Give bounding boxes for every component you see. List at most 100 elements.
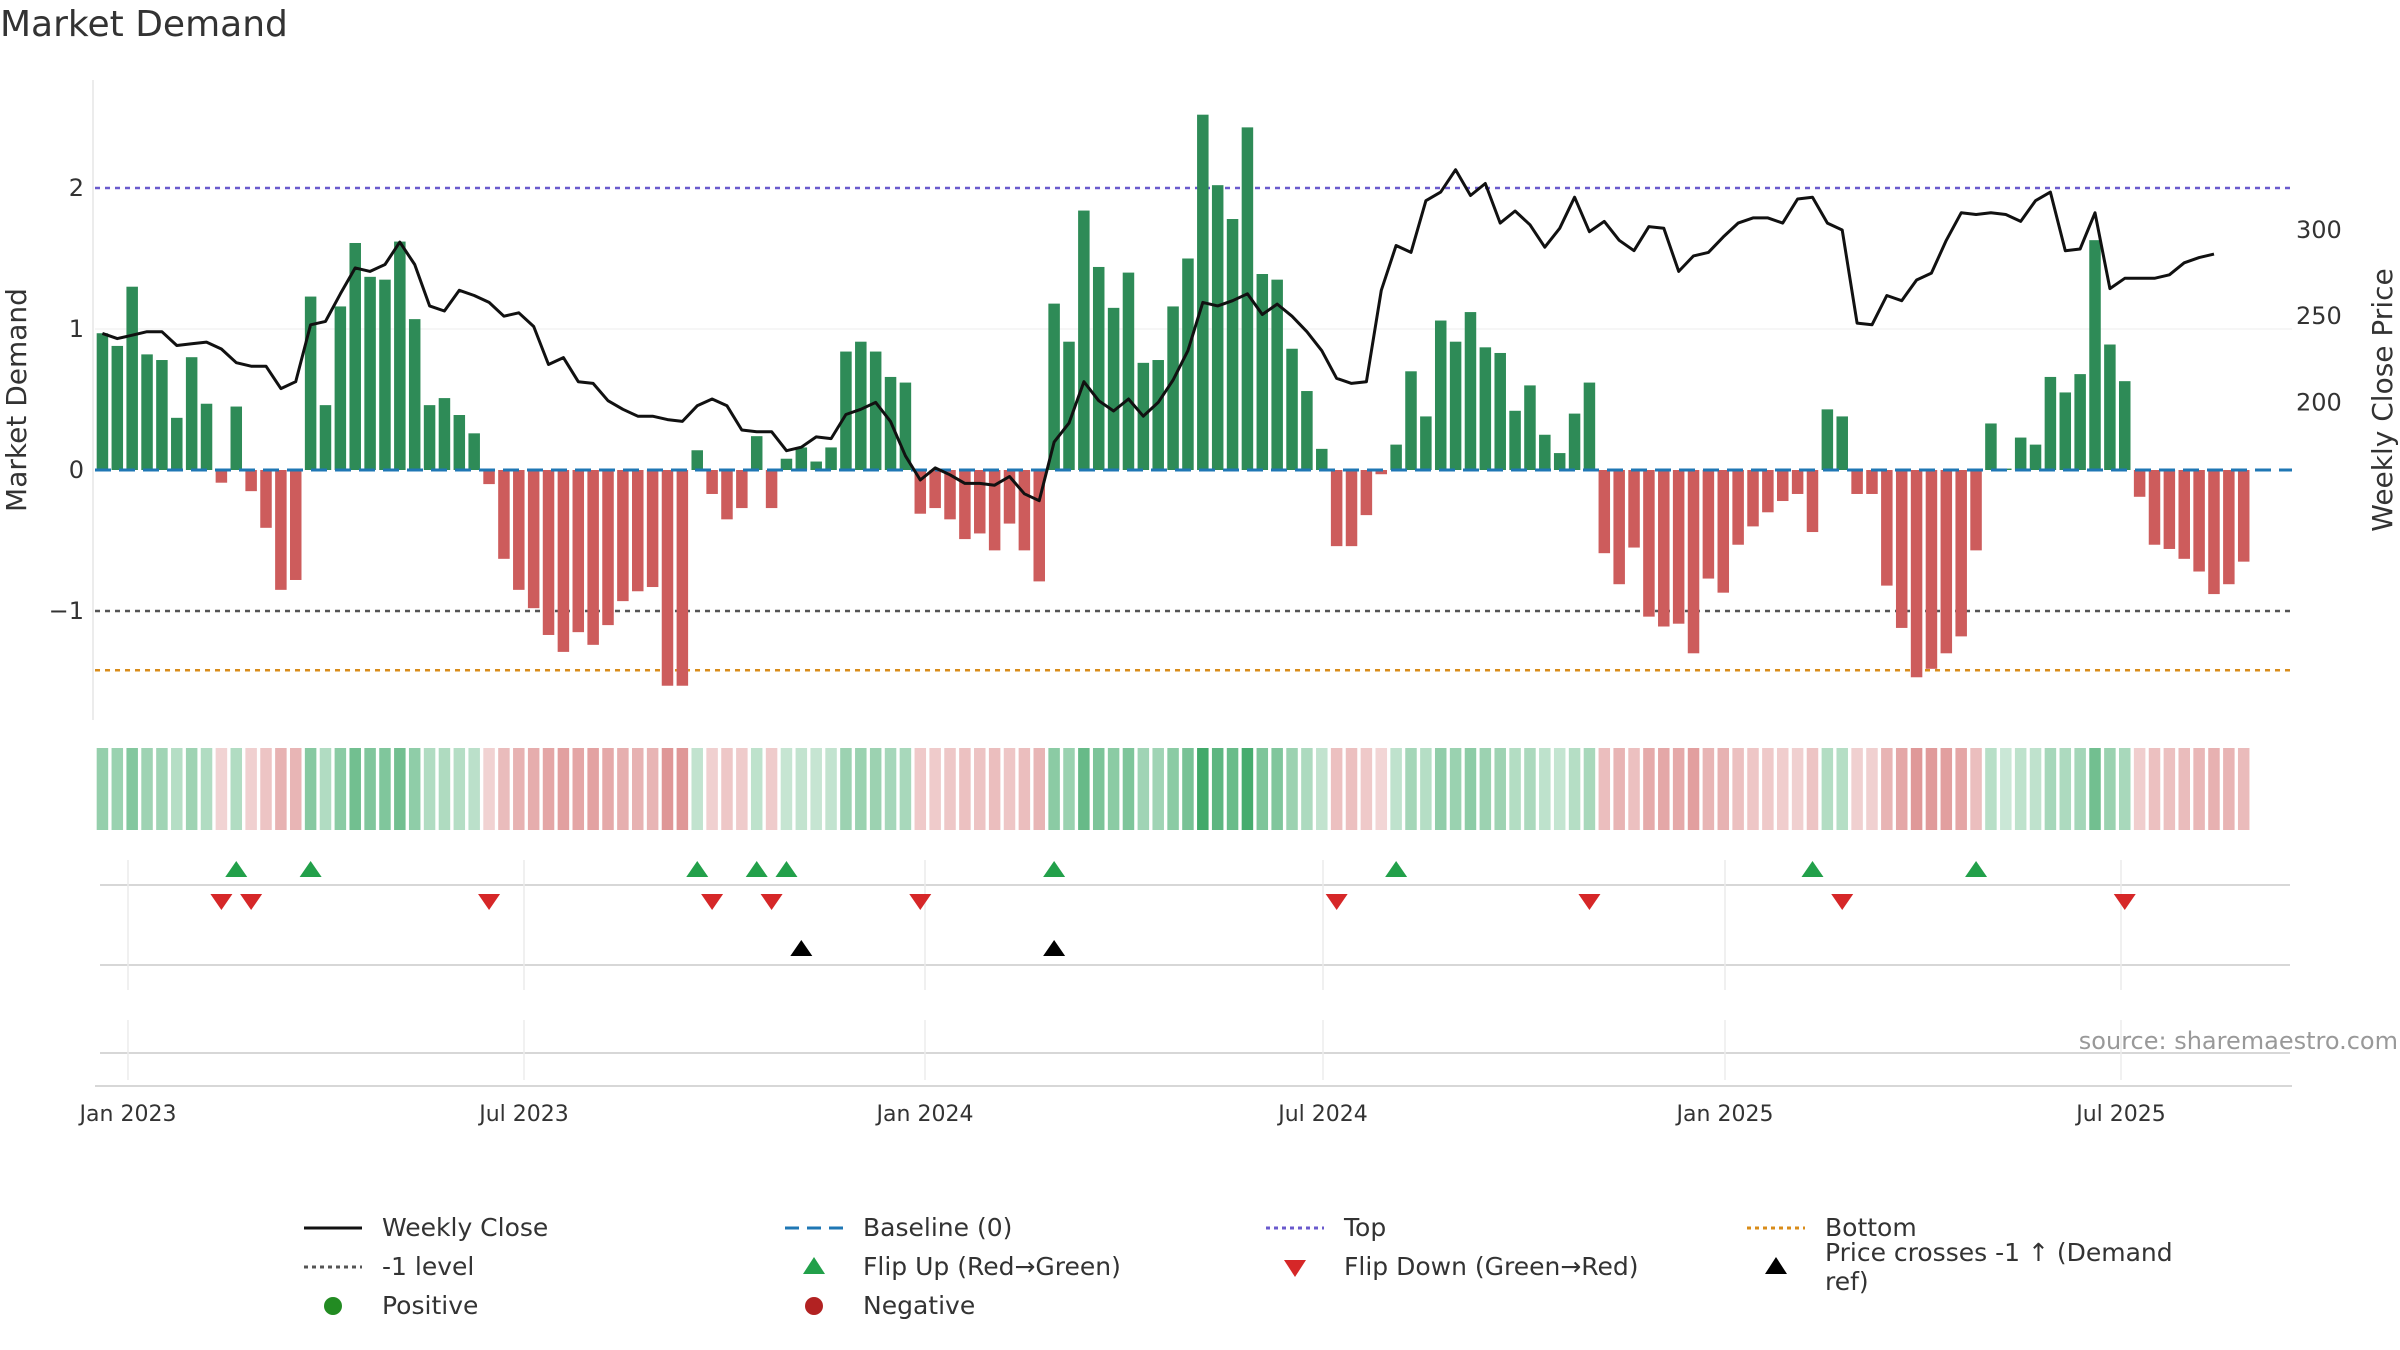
- heat-strip-cell: [780, 748, 793, 830]
- heat-strip-cell: [1509, 748, 1521, 830]
- legend-label: Positive: [382, 1291, 479, 1320]
- heat-strip-cell: [1672, 748, 1685, 830]
- heat-strip-cell: [2208, 748, 2220, 830]
- heat-strip-cell: [1152, 748, 1164, 830]
- heat-strip-cell: [1494, 748, 1506, 830]
- negative-demand-bar: [1033, 470, 1045, 582]
- negative-demand-bar: [1003, 470, 1016, 524]
- heat-strip-cell: [884, 748, 897, 830]
- negative-demand-bar: [289, 470, 302, 580]
- heat-strip-cell: [2223, 748, 2235, 830]
- positive-demand-bar: [855, 341, 867, 470]
- positive-demand-bar: [1390, 444, 1402, 470]
- heat-strip-cell: [438, 748, 451, 830]
- heat-strip-cell: [2237, 748, 2250, 830]
- heat-strip-cell: [1955, 748, 1967, 830]
- heat-strip-cell: [527, 748, 540, 830]
- negative-demand-bar: [1866, 470, 1878, 494]
- heat-strip-cell: [929, 748, 941, 830]
- heat-strip-cell: [126, 748, 138, 830]
- negative-demand-bar: [587, 470, 599, 645]
- negative-demand-bar: [1747, 470, 1759, 527]
- positive-demand-bar: [1256, 274, 1269, 470]
- heat-strip-cell: [1524, 748, 1536, 830]
- positive-demand-bar: [2044, 376, 2057, 470]
- heat-strip-cell: [721, 748, 733, 830]
- heat-strip-cell: [1316, 748, 1328, 830]
- negative-demand-bar: [275, 470, 287, 590]
- heat-strip-cell: [706, 748, 718, 830]
- heat-strip-cell: [275, 748, 287, 830]
- circle-icon: [805, 1296, 823, 1315]
- positive-demand-bar: [899, 382, 912, 470]
- positive-demand-bar: [141, 354, 153, 470]
- positive-demand-bar: [394, 241, 406, 470]
- heat-strip-cell: [1107, 748, 1120, 830]
- heat-strip-cell: [1197, 748, 1209, 830]
- positive-demand-bar: [2074, 374, 2086, 470]
- negative-demand-bar: [1345, 470, 1358, 547]
- heat-strip-cell: [587, 748, 599, 830]
- heat-strip-cell: [171, 748, 183, 830]
- weekly-close-line: [101, 168, 2215, 503]
- heat-strip-cell: [602, 748, 614, 830]
- heat-strip-cell: [200, 748, 213, 830]
- positive-demand-bar: [1479, 347, 1492, 470]
- legend-dotted-icon: [1266, 1226, 1324, 1229]
- x-tick-label: Jul 2023: [477, 1102, 569, 1127]
- heat-strip-cell: [825, 748, 837, 830]
- heat-strip-cell: [765, 748, 778, 830]
- heat-strip-cell: [914, 748, 927, 830]
- positive-demand-bar: [468, 433, 480, 470]
- heat-strip-cell: [2133, 748, 2146, 830]
- negative-demand-bar: [260, 470, 272, 528]
- negative-demand-bar: [215, 470, 228, 483]
- negative-demand-bar: [1851, 470, 1863, 494]
- positive-demand-bar: [423, 405, 436, 470]
- heat-strip-cell: [2089, 748, 2101, 830]
- heat-strip-cell: [1048, 748, 1060, 830]
- heat-strip-cell: [1836, 748, 1848, 830]
- negative-demand-bar: [765, 470, 778, 509]
- heat-strip-cell: [1434, 748, 1447, 830]
- heat-strip-cell: [498, 748, 510, 830]
- positive-demand-bar: [1286, 348, 1298, 470]
- heat-strip-cell: [632, 748, 644, 830]
- heat-strip-cell: [245, 748, 257, 830]
- legend-line-icon: [304, 1226, 362, 1229]
- positive-demand-bar: [1509, 410, 1521, 470]
- negative-demand-bar: [1658, 470, 1670, 627]
- positive-demand-bar: [349, 242, 361, 470]
- heat-strip-cell: [1122, 748, 1135, 830]
- right-tick-label: 300: [2296, 216, 2342, 244]
- heat-strip-cell: [1806, 748, 1819, 830]
- legend-dotted-icon: [304, 1265, 362, 1268]
- heat-strip-cell: [1866, 748, 1878, 830]
- legend-item-top: Top: [1262, 1213, 1743, 1242]
- heat-strip-cell: [1137, 748, 1150, 830]
- flip-down-marker: [1325, 894, 1348, 910]
- x-tick-label: Jan 2025: [1675, 1102, 1774, 1127]
- heat-strip-cell: [1003, 748, 1016, 830]
- legend-item-bottom: Bottom: [1743, 1213, 2224, 1242]
- positive-demand-bar: [1836, 416, 1848, 470]
- heat-strip-cell: [1449, 748, 1462, 830]
- negative-demand-bar: [1955, 470, 1967, 637]
- negative-demand-bar: [2237, 470, 2250, 562]
- heat-strip-cell: [364, 748, 376, 830]
- heat-strip-cell: [2104, 748, 2116, 830]
- heat-strip-cell: [2148, 748, 2161, 830]
- flip-down-marker: [210, 894, 233, 910]
- heat-strip-cell: [2119, 748, 2131, 830]
- flip-down-marker: [1831, 894, 1854, 910]
- negative-demand-bar: [1762, 470, 1774, 513]
- heat-strip-cell: [334, 748, 347, 830]
- negative-demand-bar: [1925, 470, 1938, 669]
- heat-strip-cell: [2014, 748, 2027, 830]
- positive-demand-bar: [1494, 352, 1506, 470]
- heat-strip-cell: [156, 748, 168, 830]
- heat-strip-cell: [1910, 748, 1923, 830]
- positive-demand-bar: [1211, 185, 1224, 470]
- source-label: source: sharemaestro.com: [2079, 1027, 2398, 1055]
- negative-demand-bar: [2223, 470, 2235, 585]
